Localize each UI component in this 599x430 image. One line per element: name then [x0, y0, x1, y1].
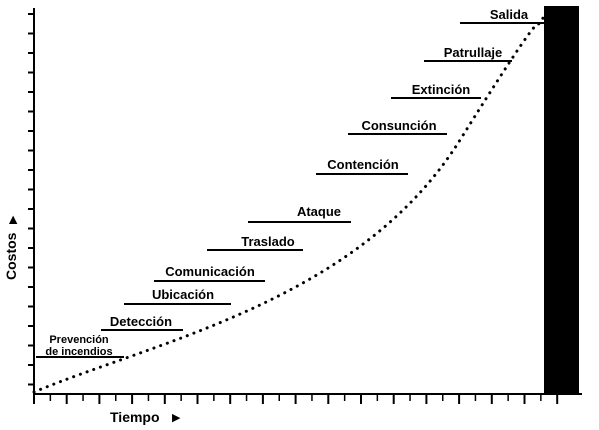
stage-label-patrullaje: Patrullaje	[444, 45, 503, 60]
x-axis-label: Tiempo	[110, 409, 160, 425]
stage-label-deteccion: Detección	[110, 314, 172, 329]
y-axis-arrow-icon: ▶	[6, 215, 19, 224]
x-axis-arrow-icon: ▶	[172, 411, 181, 424]
stage-label-prevencion-line2: de incendios	[45, 346, 112, 358]
stage-label-ubicacion: Ubicación	[152, 287, 214, 302]
x-axis-ticks	[33, 394, 559, 404]
y-axis-label-group: Costos ▶	[3, 215, 19, 280]
stage-label-consuncion: Consunción	[361, 118, 436, 133]
cost-curve	[32, 16, 545, 394]
end-block	[544, 6, 579, 394]
stage-label-comunicacion: Comunicación	[165, 264, 255, 279]
y-axis-ticks	[28, 13, 34, 386]
stage-label-prevencion: Prevención	[49, 334, 109, 346]
stage-label-traslado: Traslado	[241, 234, 295, 249]
stage-label-salida: Salida	[490, 7, 529, 22]
stage-bars	[36, 22, 544, 358]
stage-labels: Prevención de incendios Detección Ubicac…	[45, 7, 529, 358]
stage-label-contencion: Contención	[327, 157, 399, 172]
stage-label-ataque: Ataque	[297, 204, 341, 219]
y-axis-label: Costos	[3, 232, 19, 280]
stage-label-extincion: Extinción	[412, 82, 471, 97]
